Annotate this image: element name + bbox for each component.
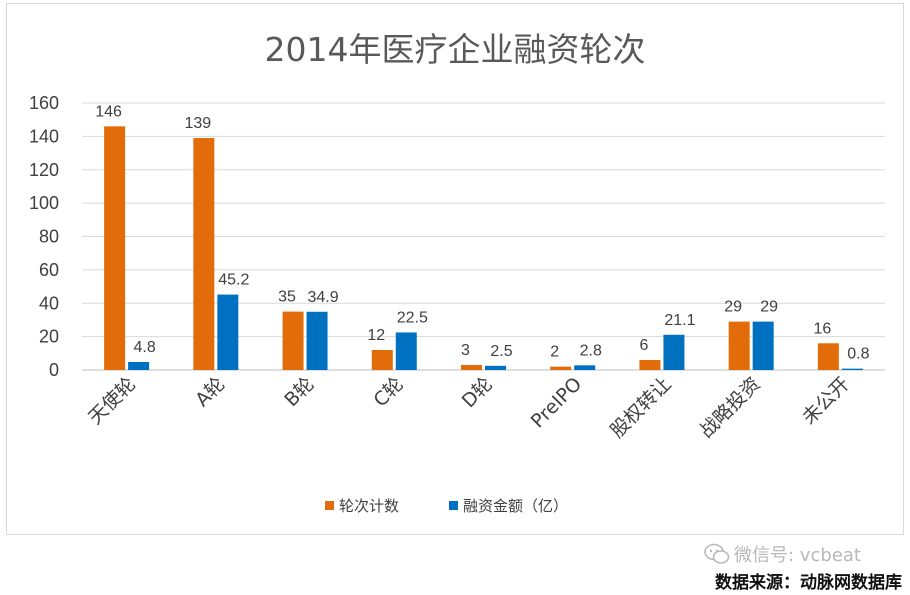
bar-round-count [193, 138, 215, 370]
x-tick-label: 天使轮 [84, 373, 140, 429]
legend-swatch [449, 501, 458, 510]
data-label: 6 [639, 337, 648, 354]
bar-funding-amount [841, 368, 863, 370]
y-tick-label: 140 [29, 126, 59, 146]
bar-round-count [817, 343, 839, 370]
bar-round-count [104, 126, 126, 370]
y-axis: 0 20 40 60 80 100 120 140 160 [29, 93, 59, 380]
x-tick-label: 战略投资 [695, 373, 764, 442]
bar-round-count [550, 366, 572, 370]
bar-round-count [461, 364, 482, 370]
data-label: 45.2 [218, 272, 249, 289]
data-label: 29 [760, 299, 778, 316]
x-tick-label: C轮 [369, 373, 407, 411]
wechat-icon [704, 543, 730, 564]
legend: 轮次计数 融资金额（亿） [325, 497, 568, 515]
x-tick-label: 股权转让 [606, 373, 675, 442]
chart: 2014年医疗企业融资轮次 0 20 40 60 80 100 120 140 160 146 4… [29, 30, 885, 515]
y-tick-label: 160 [29, 93, 59, 113]
data-label: 2.5 [490, 343, 512, 360]
x-tick-label: A轮 [191, 373, 229, 411]
bar-round-count [639, 359, 661, 370]
data-label: 139 [184, 115, 211, 132]
bar-funding-amount [485, 365, 506, 370]
bar-funding-amount [217, 294, 239, 370]
bars: 146 4.8 139 45.2 35 34.9 12 22.5 3 2.5 2 2.8 6 21.1 29… [95, 103, 870, 370]
y-tick-label: 80 [39, 227, 59, 247]
data-label: 34.9 [307, 289, 338, 306]
bar-funding-amount [663, 334, 685, 370]
x-tick-label: PreIPO [527, 373, 587, 433]
data-label: 35 [278, 289, 296, 306]
bar-round-count [282, 311, 304, 370]
data-label: 21.1 [664, 312, 695, 329]
data-label: 29 [724, 299, 742, 316]
bar-funding-amount [395, 332, 417, 370]
watermark: 微信号: vcbeat [704, 541, 861, 567]
legend-label: 轮次计数 [339, 497, 399, 515]
gridlines [82, 102, 885, 371]
y-tick-label: 40 [39, 293, 59, 313]
data-label: 4.8 [133, 339, 155, 356]
data-label: 2.8 [580, 342, 602, 359]
source-note: 数据来源：动脉网数据库 [715, 573, 902, 593]
bar-funding-amount [128, 361, 150, 370]
y-tick-label: 0 [49, 360, 59, 380]
y-tick-label: 60 [39, 260, 59, 280]
bar-round-count [371, 349, 393, 370]
bar-funding-amount [752, 321, 774, 370]
y-tick-label: 120 [29, 160, 59, 180]
bar-funding-amount [574, 365, 596, 370]
x-tick-label: D轮 [458, 373, 497, 412]
data-label: 16 [813, 320, 831, 337]
data-label: 12 [367, 327, 385, 344]
y-tick-label: 20 [39, 327, 59, 347]
x-tick-label: 未公开 [798, 373, 854, 429]
data-label: 3 [461, 342, 470, 359]
chart-title: 2014年医疗企业融资轮次 [265, 30, 646, 69]
data-label: 146 [95, 103, 122, 120]
data-label: 2 [550, 344, 559, 361]
legend-label: 融资金额（亿） [463, 497, 568, 515]
chart-frame: 2014年医疗企业融资轮次 0 20 40 60 80 100 120 140 160 146 4… [6, 3, 904, 535]
x-tick-label: B轮 [280, 373, 318, 411]
bar-funding-amount [306, 311, 328, 370]
x-axis: 天使轮 A轮 B轮 C轮 D轮 PreIPO 股权转让 战略投资 未公开 [84, 373, 854, 442]
y-tick-label: 100 [29, 193, 59, 213]
legend-swatch [325, 501, 334, 510]
data-label: 22.5 [397, 309, 428, 326]
watermark-text: 微信号: vcbeat [734, 545, 861, 566]
data-label: 0.8 [847, 346, 869, 363]
bar-round-count [728, 321, 750, 370]
